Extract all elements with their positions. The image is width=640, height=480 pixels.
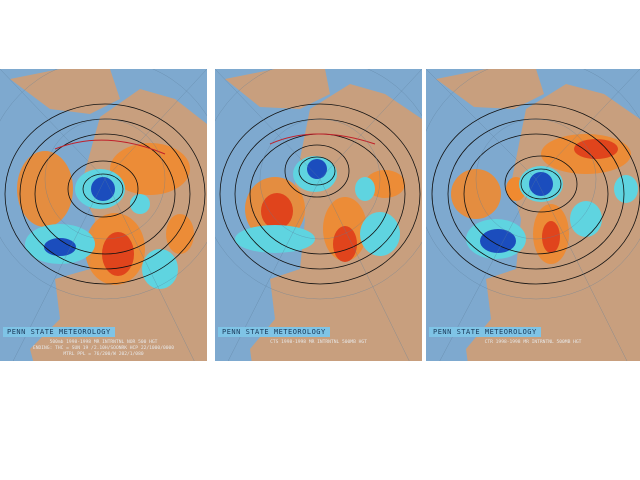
map-caption-line: 500mb 1998-1998 MR INTRNTNL NOR 500 HGT (49, 340, 158, 345)
map-panel-right: PENN STATE METEOROLOGY CTR 1998-1998 MR … (426, 69, 640, 361)
map-panel-middle: PENN STATE METEOROLOGY CTS 1998-1998 MR … (215, 69, 422, 361)
penn-state-banner: PENN STATE METEOROLOGY (3, 327, 115, 337)
map-panel-left: PENN STATE METEOROLOGY 500mb 1998-1998 M… (0, 69, 207, 361)
anomaly-map-middle (215, 69, 422, 361)
map-caption-line: MTRL PPL = 76/200/W 202/1/080 (63, 352, 144, 357)
anomaly-map-left (0, 69, 207, 361)
map-caption-line: CTS 1998-1998 MR INTRNTNL 500MB HGT (270, 340, 367, 345)
penn-state-banner: PENN STATE METEOROLOGY (218, 327, 330, 337)
penn-state-banner: PENN STATE METEOROLOGY (429, 327, 541, 337)
map-caption-line: CTR 1998-1998 MR INTRNTNL 500MB HGT (484, 340, 582, 345)
anomaly-map-right (426, 69, 640, 361)
map-caption-line: ENDING: THC = SUN 19 /2.10H/SOONRK HCP 2… (32, 346, 175, 351)
